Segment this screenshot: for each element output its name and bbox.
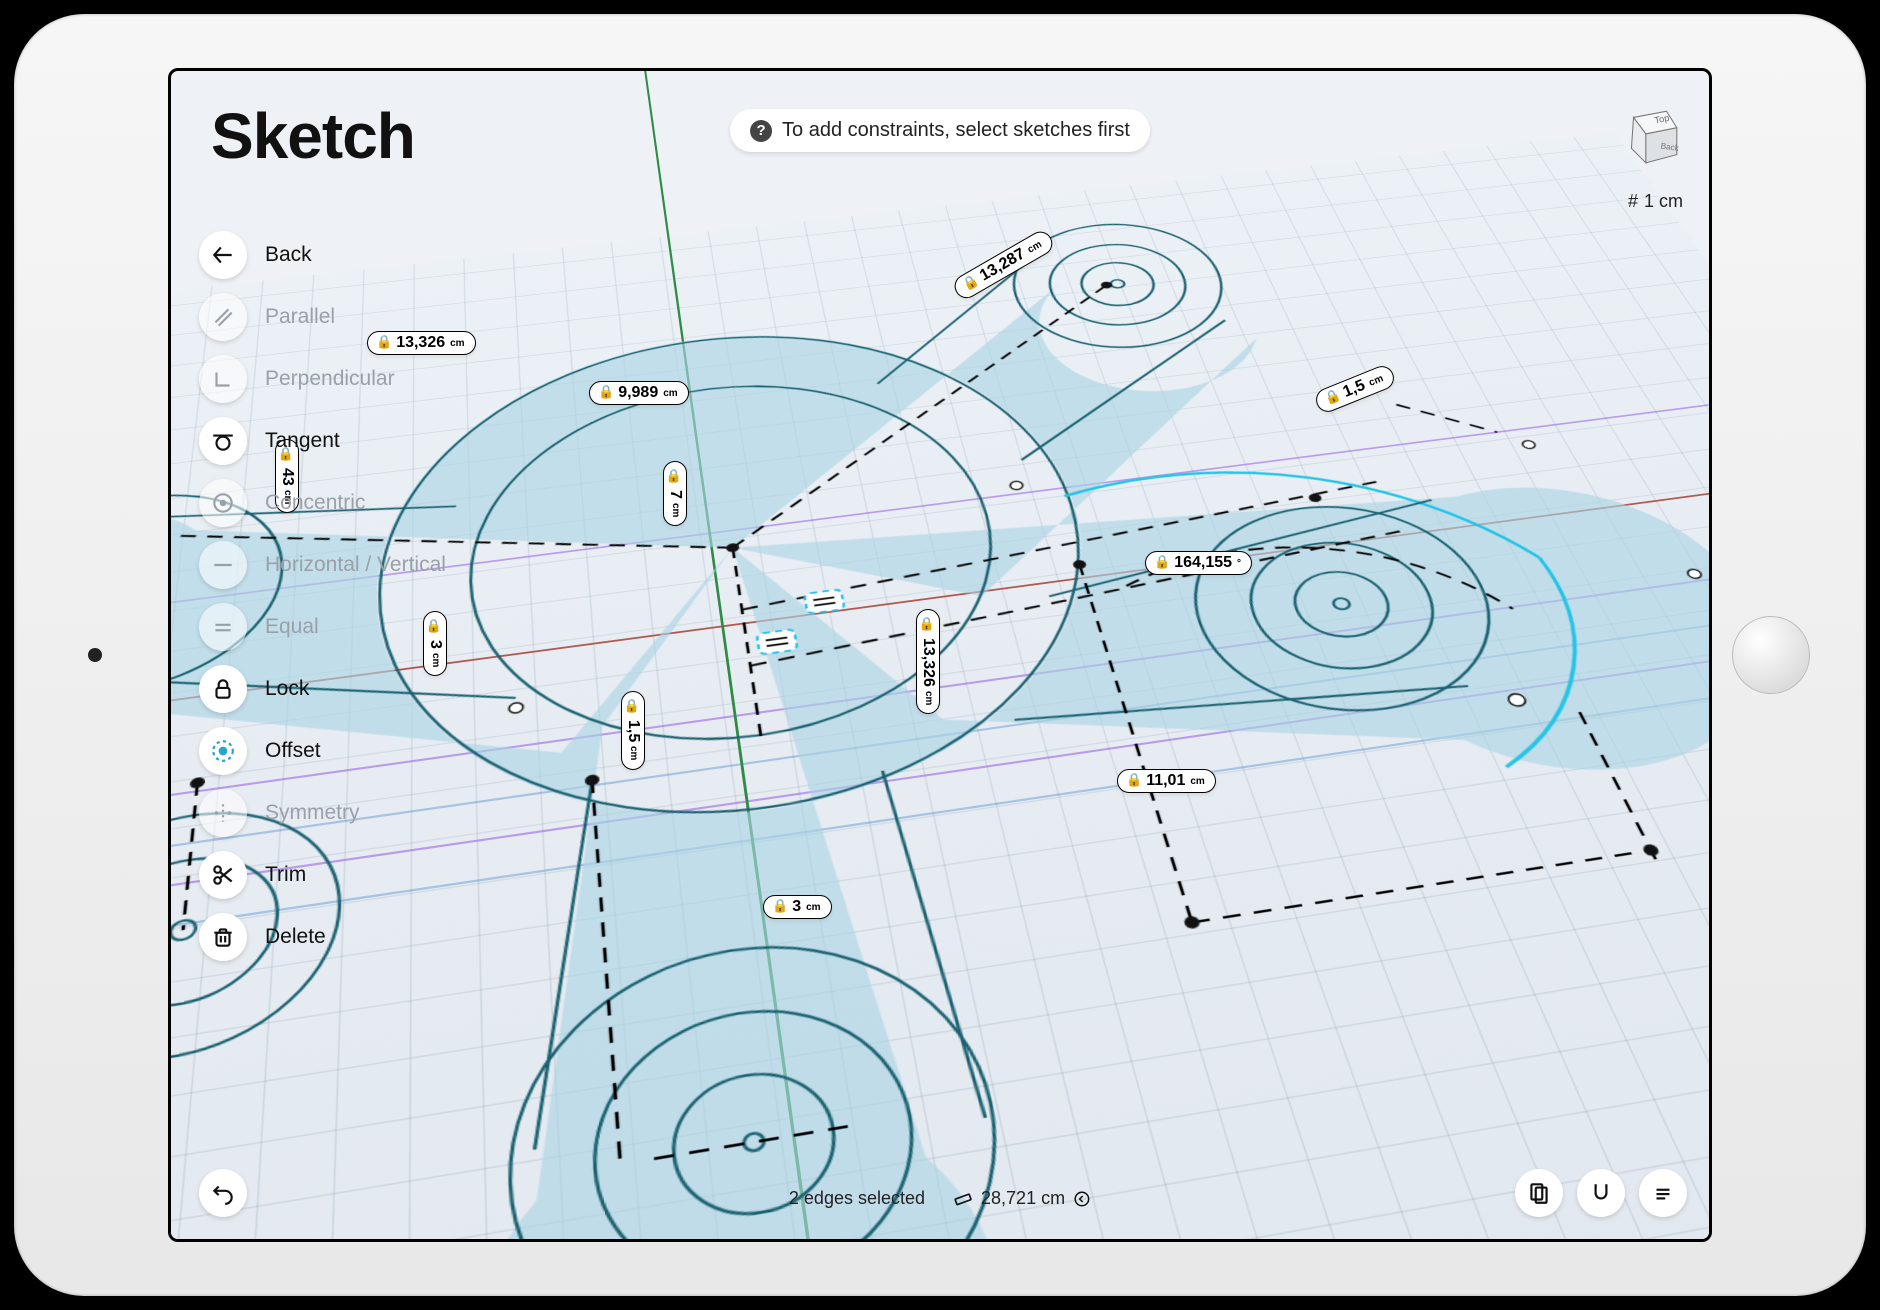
ipad-home-button[interactable]: [1732, 616, 1810, 694]
menu-icon: [1650, 1180, 1676, 1206]
ipad-body: 🔒13,326cm🔒9,989cm🔒7cm🔒13,287cm🔒1,5cm🔒164…: [14, 14, 1866, 1296]
tool-horiz-vert: Horizontal / Vertical: [199, 541, 446, 589]
status-bar: 2 edges selected 28,721 cm: [789, 1188, 1091, 1209]
tool-offset[interactable]: Offset: [199, 727, 446, 775]
view-cube[interactable]: Top Back: [1617, 103, 1683, 169]
dimension-unit: cm: [628, 746, 639, 760]
dimension-d5[interactable]: 🔒1,5cm: [1312, 363, 1397, 416]
tool-parallel: Parallel: [199, 293, 446, 341]
dimension-d3[interactable]: 🔒 7 cm: [663, 461, 687, 526]
dimension-d4[interactable]: 🔒13,287cm: [950, 227, 1056, 302]
concentric-icon: [210, 490, 236, 516]
dimension-unit: cm: [806, 902, 820, 913]
lock-icon: [210, 676, 236, 702]
back-label: Back: [265, 243, 312, 267]
hint-text: To add constraints, select sketches firs…: [782, 119, 1130, 142]
lock-icon: 🔒: [1322, 387, 1343, 408]
dimension-unit: cm: [923, 691, 934, 705]
status-measure: 28,721 cm: [953, 1188, 1091, 1209]
offset-icon: [210, 738, 236, 764]
dimension-unit: cm: [1026, 239, 1044, 256]
undo-button[interactable]: [199, 1169, 247, 1217]
lock-icon: 🔒: [772, 898, 788, 914]
dimension-value: 13,326: [919, 638, 937, 687]
dimension-unit: cm: [450, 338, 464, 349]
app-title: Sketch: [211, 99, 415, 173]
lock-icon: 🔒: [921, 617, 936, 633]
symmetry-icon: [210, 800, 236, 826]
views-icon: [1526, 1180, 1552, 1206]
tool-trim[interactable]: Trim: [199, 851, 446, 899]
undo-icon: [210, 1180, 236, 1206]
lock-icon: 🔒: [1154, 554, 1170, 570]
tool-equal: Equal: [199, 603, 446, 651]
dimension-d6[interactable]: 🔒164,155 °: [1145, 551, 1252, 575]
views-button[interactable]: [1515, 1169, 1563, 1217]
grid-scale-indicator: #1 cm: [1628, 191, 1683, 212]
magnet-icon: [1588, 1180, 1614, 1206]
tool-tangent[interactable]: Tangent: [199, 417, 446, 465]
back-button[interactable]: Back: [199, 231, 446, 279]
scissors-icon: [210, 862, 236, 888]
lock-icon: 🔒: [626, 699, 641, 715]
dimension-value: 3: [792, 898, 801, 916]
tangent-icon: [210, 428, 236, 454]
tool-symmetry: Symmetry: [199, 789, 446, 837]
lock-icon: 🔒: [598, 384, 614, 400]
parallel-icon: [210, 304, 236, 330]
help-icon: ?: [750, 120, 772, 142]
arrow-left-icon: [210, 242, 236, 268]
ipad-camera: [88, 648, 102, 662]
dimension-unit: cm: [1190, 776, 1204, 787]
dimension-unit: cm: [670, 503, 681, 517]
tool-concentric: Concentric: [199, 479, 446, 527]
dimension-unit: cm: [663, 388, 677, 399]
dimension-d2[interactable]: 🔒9,989 cm: [589, 381, 689, 405]
dimension-d11[interactable]: 🔒3 cm: [763, 895, 832, 919]
status-selection: 2 edges selected: [789, 1188, 925, 1209]
lock-icon: 🔒: [960, 272, 982, 294]
tool-panel: Back Parallel Perpendicular Tangent Conc: [199, 231, 446, 961]
lock-icon: 🔒: [1126, 772, 1142, 788]
perpendicular-icon: [210, 366, 236, 392]
dimension-unit: °: [1237, 558, 1241, 569]
dimension-value: 1,5: [624, 720, 642, 742]
tool-perpendicular: Perpendicular: [199, 355, 446, 403]
trash-icon: [210, 924, 236, 950]
dimension-value: 11,01: [1146, 772, 1185, 790]
dimension-unit: cm: [1367, 373, 1385, 389]
dimension-value: 164,155: [1174, 554, 1232, 572]
dimension-d7[interactable]: 🔒 13,326 cm: [916, 609, 940, 714]
snap-button[interactable]: [1577, 1169, 1625, 1217]
tool-lock[interactable]: Lock: [199, 665, 446, 713]
lock-icon: 🔒: [668, 469, 683, 485]
bottom-right-toolbar: [1515, 1169, 1687, 1217]
app-screen: 🔒13,326cm🔒9,989cm🔒7cm🔒13,287cm🔒1,5cm🔒164…: [168, 68, 1712, 1242]
equal-icon: [210, 614, 236, 640]
horizontal-icon: [210, 552, 236, 578]
more-button[interactable]: [1639, 1169, 1687, 1217]
dimension-d9[interactable]: 🔒 1,5 cm: [621, 691, 645, 770]
dimension-value: 13,287: [977, 245, 1028, 285]
dimension-value: 7: [666, 490, 684, 499]
ipad-frame: 🔒13,326cm🔒9,989cm🔒7cm🔒13,287cm🔒1,5cm🔒164…: [0, 0, 1880, 1310]
dimension-value: 1,5: [1341, 377, 1368, 402]
ruler-icon: [953, 1189, 973, 1209]
tool-delete[interactable]: Delete: [199, 913, 446, 961]
dimension-d10[interactable]: 🔒11,01 cm: [1117, 769, 1216, 793]
chevron-circle-icon: [1073, 1190, 1091, 1208]
dimension-value: 9,989: [618, 384, 658, 402]
hint-pill: ? To add constraints, select sketches fi…: [730, 109, 1150, 152]
